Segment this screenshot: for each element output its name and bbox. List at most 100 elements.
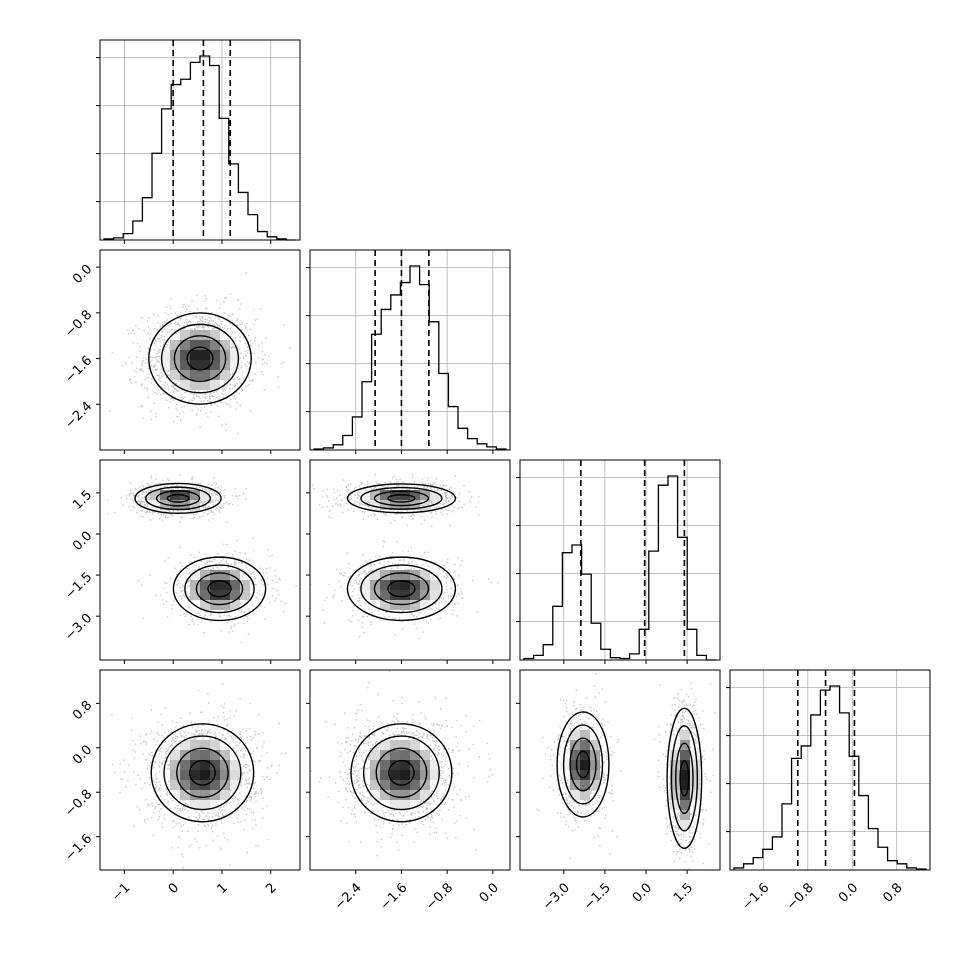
density-cell — [400, 590, 410, 600]
density-cell — [380, 500, 390, 510]
scatter-point — [427, 551, 430, 554]
hist-2-bin-3 — [553, 606, 563, 660]
scatter-point — [245, 558, 248, 560]
scatter-point — [254, 577, 257, 580]
scatter-point — [153, 349, 155, 351]
scatter-point — [154, 327, 156, 330]
scatter-point — [109, 410, 111, 412]
scatter-point — [205, 611, 207, 613]
scatter-point — [146, 804, 149, 807]
scatter-point — [241, 389, 244, 392]
scatter-point — [129, 498, 132, 501]
scatter-point — [277, 386, 280, 388]
scatter-point — [391, 552, 394, 554]
scatter-point — [163, 485, 166, 488]
scatter-point — [225, 560, 227, 563]
scatter-point — [275, 597, 277, 600]
contour-2-0-mode1-level1 — [195, 572, 244, 606]
scatter-point — [271, 579, 274, 582]
scatter-point — [183, 405, 186, 408]
scatter-point — [245, 498, 247, 500]
scatter-point — [454, 603, 456, 606]
scatter-point — [133, 333, 136, 335]
scatter-point — [442, 598, 445, 600]
scatter-point — [346, 552, 349, 554]
scatter-point — [223, 495, 226, 497]
scatter-point — [225, 402, 227, 404]
scatter-point — [150, 477, 152, 479]
density-cell — [180, 360, 190, 370]
scatter-point — [126, 497, 128, 499]
scatter-point — [148, 485, 151, 487]
scatter-point — [259, 308, 262, 310]
scatter-point — [226, 552, 229, 555]
scatter-point — [258, 567, 261, 569]
scatter-point — [221, 320, 224, 323]
density-cell — [210, 330, 220, 340]
scatter-point — [240, 303, 242, 305]
scatter-point — [213, 501, 215, 504]
scatter-point — [204, 295, 207, 297]
scatter-point — [332, 594, 335, 596]
scatter-point — [253, 309, 256, 311]
scatter-point — [434, 609, 436, 612]
scatter-point — [230, 563, 233, 566]
scatter-point — [361, 626, 364, 629]
scatter-point — [187, 580, 190, 583]
scatter-point — [205, 825, 207, 827]
scatter-point — [129, 482, 132, 484]
scatter-point — [456, 497, 458, 499]
scatter-point — [262, 373, 264, 376]
scatter-point — [268, 555, 271, 558]
scatter-point — [244, 488, 247, 490]
scatter-point — [196, 624, 199, 626]
scatter-point — [128, 379, 131, 382]
scatter-point — [444, 499, 446, 502]
scatter-point — [246, 763, 248, 766]
density-cell — [380, 490, 390, 500]
scatter-point — [210, 511, 213, 513]
scatter-point — [294, 614, 296, 616]
scatter-point — [391, 562, 394, 565]
scatter-point — [141, 317, 144, 320]
scatter-point — [158, 765, 160, 767]
scatter-point — [149, 333, 152, 335]
scatter-point — [179, 546, 181, 549]
contour-2-1-mode1-level3 — [346, 556, 457, 622]
contour-2-0-mode0-level0 — [166, 493, 190, 503]
scatter-point — [238, 561, 240, 564]
scatter-point — [448, 597, 450, 600]
scatter-point — [327, 515, 330, 518]
scatter-point — [229, 322, 231, 325]
scatter-point — [365, 560, 367, 563]
scatter-point — [158, 338, 161, 340]
scatter-point — [231, 373, 234, 375]
scatter-point — [209, 614, 212, 616]
scatter-point — [130, 509, 133, 512]
scatter-point — [446, 561, 449, 564]
scatter-point — [217, 324, 219, 327]
scatter-point — [246, 799, 248, 802]
scatter-point — [221, 506, 224, 509]
scatter-point — [244, 328, 246, 330]
scatter-point — [162, 338, 164, 341]
scatter-point — [454, 570, 456, 573]
scatter-point — [146, 502, 148, 505]
scatter-point — [197, 390, 200, 393]
scatter-point — [179, 318, 182, 320]
scatter-point — [211, 484, 213, 486]
scatter-point — [283, 324, 286, 326]
scatter-point — [385, 514, 387, 516]
scatter-point — [368, 608, 370, 610]
density-cell — [210, 590, 220, 600]
scatter-point — [257, 844, 260, 847]
scatter-point — [171, 604, 173, 606]
scatter-point — [145, 358, 147, 360]
scatter-point — [427, 622, 430, 624]
scatter-point — [443, 502, 445, 505]
scatter-point — [141, 383, 143, 385]
scatter-point — [357, 619, 360, 622]
scatter-point — [160, 513, 163, 516]
scatter-point — [370, 623, 373, 625]
scatter-point — [163, 328, 165, 330]
